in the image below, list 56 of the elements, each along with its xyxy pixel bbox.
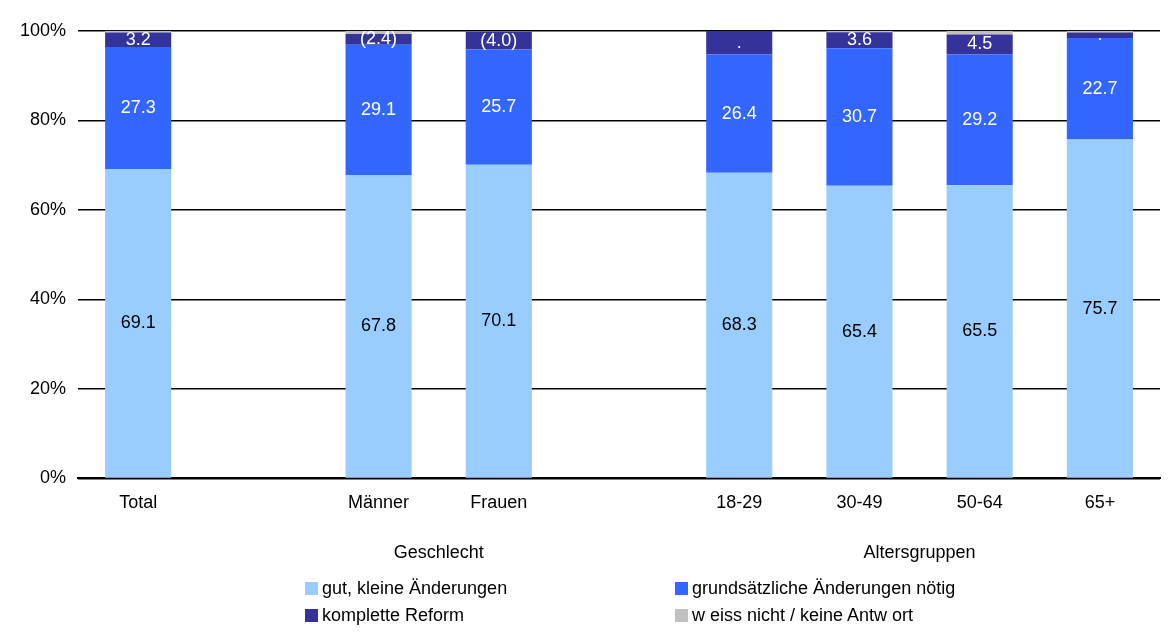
text: Geschlecht	[393, 542, 484, 563]
x-tick-label: Total	[119, 492, 158, 513]
data-label: 26.4	[721, 102, 757, 123]
y-tick-label: 80%	[30, 109, 67, 130]
bar	[465, 164, 532, 478]
legend-label: grundsätzliche Änderungen nötig	[692, 578, 956, 599]
bar	[706, 30, 773, 55]
bar	[826, 185, 893, 478]
data-label: 4.5	[967, 33, 993, 54]
data-label: 29.2	[962, 108, 998, 129]
legend-label: gut, kleine Änderungen	[322, 578, 508, 599]
bar	[946, 185, 1013, 478]
x-tick-label: 65+	[1084, 492, 1116, 513]
bar	[826, 48, 893, 186]
data-label: 65.4	[841, 320, 877, 341]
bar	[706, 54, 773, 173]
bar	[946, 54, 1013, 186]
data-label: (2.4)	[360, 28, 398, 49]
data-label: 3.6	[846, 29, 872, 50]
data-label: 75.7	[1082, 297, 1118, 318]
data-label: 69.1	[120, 312, 156, 333]
y-tick-label: 100%	[19, 19, 67, 40]
bar	[706, 172, 773, 478]
data-label: (4.0)	[480, 29, 518, 50]
data-label: 3.2	[125, 28, 151, 49]
legend-label: komplette Reform	[322, 605, 465, 626]
x-tick-label: 50-64	[956, 492, 1003, 513]
text: Altersgruppen	[863, 542, 976, 563]
bar	[105, 169, 172, 478]
y-tick-label: 40%	[30, 288, 67, 309]
data-label: 22.7	[1082, 77, 1118, 98]
x-tick-label: 18-29	[716, 492, 763, 513]
data-label: 68.3	[721, 314, 757, 335]
bar	[465, 49, 532, 165]
data-label: .	[736, 31, 742, 52]
y-tick-label: 60%	[30, 198, 67, 219]
bar	[1066, 139, 1133, 478]
x-tick-label: 30-49	[836, 492, 883, 513]
data-label: .	[1097, 24, 1103, 45]
data-label: 67.8	[361, 315, 397, 336]
data-label: 30.7	[841, 105, 877, 126]
data-label: 27.3	[120, 96, 156, 117]
x-tick-label: Frauen	[470, 492, 528, 513]
bar	[1066, 32, 1133, 38]
data-label: 65.5	[962, 320, 998, 341]
y-tick-label: 20%	[30, 377, 67, 398]
bar	[1066, 37, 1133, 140]
legend-label: w eiss nicht / keine Antw ort	[692, 605, 914, 626]
y-tick-label: 0%	[40, 467, 67, 488]
data-label: 29.1	[361, 98, 397, 119]
data-label: 25.7	[481, 96, 517, 117]
bar	[105, 46, 172, 170]
bar	[345, 174, 412, 478]
bar	[946, 34, 1013, 55]
data-label: 70.1	[481, 310, 517, 331]
x-tick-label: Männer	[348, 492, 410, 513]
